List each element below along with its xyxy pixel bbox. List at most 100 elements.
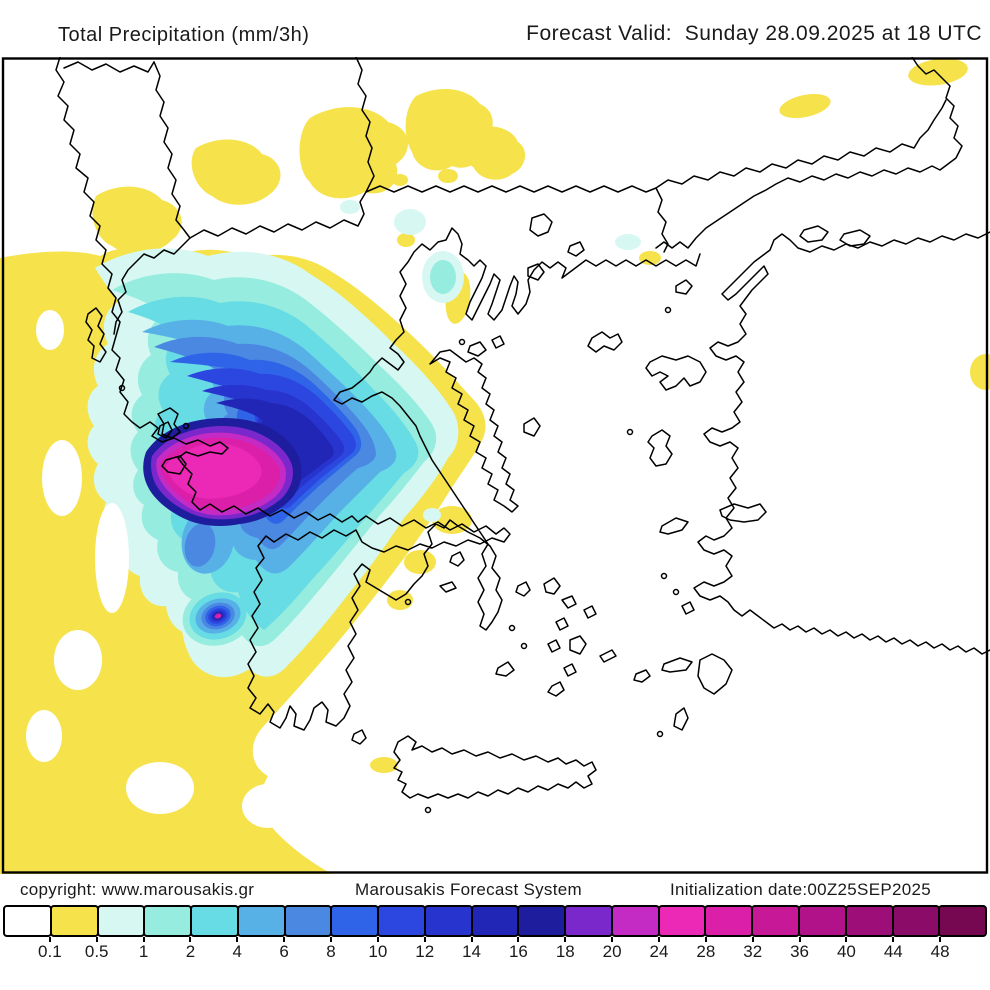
colorbar-cell-12 — [564, 905, 613, 937]
island-imbros — [675, 279, 693, 295]
island-santorini — [547, 681, 565, 697]
colorbar-cell-13 — [610, 905, 660, 937]
colorbar-label-6: 6 — [279, 942, 289, 961]
island-kalymnos — [681, 601, 695, 615]
island-chios — [647, 429, 673, 467]
island-skyros — [523, 417, 541, 437]
colorbar-cell-5 — [236, 905, 286, 937]
colorbar-cell-3 — [143, 905, 193, 937]
island-kythira — [351, 729, 367, 745]
island-samothrace — [567, 241, 585, 257]
colorbar-label-8: 8 — [326, 942, 336, 961]
precip-yellow-holes — [26, 310, 294, 828]
island-kea — [515, 581, 531, 597]
colorbar-cell-0 — [3, 905, 52, 937]
colorbar-cell-17 — [798, 905, 847, 937]
border-macedonia-bulgaria — [355, 56, 375, 193]
island-aegina — [449, 551, 465, 567]
copyright-text: copyright: www.marousakis.gr — [20, 880, 255, 899]
colorbar-cell-6 — [283, 905, 333, 937]
island-tinos — [561, 595, 577, 609]
island-paros — [547, 639, 561, 653]
colorbar-label-20: 20 — [602, 942, 622, 961]
island-thasos — [527, 263, 545, 281]
colorbar-cell-9 — [423, 905, 473, 937]
border-greece-turkey — [655, 187, 669, 253]
island-ios — [563, 663, 577, 677]
island-andros — [543, 577, 561, 595]
colorbar-cell-18 — [844, 905, 894, 937]
lake-uluabat — [799, 225, 829, 243]
island-patmos — [660, 572, 668, 580]
island-kos — [661, 657, 693, 673]
island-zakynthos — [161, 455, 187, 475]
colorbar-label-4: 4 — [232, 942, 243, 961]
precip-south-magenta-dot — [214, 613, 222, 619]
coast-turkey-west — [693, 231, 990, 655]
header: Total Precipitation (mm/3h) Forecast Val… — [0, 0, 990, 57]
island-lesbos — [645, 355, 707, 391]
colorbar-label-36: 36 — [790, 942, 810, 961]
colorbar-label-10: 10 — [368, 942, 388, 961]
map-area — [0, 56, 990, 874]
island-astypalea — [633, 669, 651, 683]
colorbar-cell-14 — [657, 905, 707, 937]
precipitation-map — [0, 56, 990, 874]
colorbar — [3, 905, 988, 937]
forecast-system-text: Marousakis Forecast System — [355, 880, 582, 899]
border-greece-macedonia — [189, 191, 367, 239]
forecast-valid-label: Forecast Valid: Sunday 28.09.2025 at 18 … — [526, 22, 982, 45]
colorbar-label-1: 1 — [138, 942, 149, 961]
island-paxoi — [118, 384, 126, 392]
island-limnos — [587, 331, 623, 353]
colorbar-label-12: 12 — [415, 942, 435, 961]
island-kefalonia — [157, 407, 181, 439]
colorbar-cell-4 — [190, 905, 239, 937]
island-alonissos — [491, 335, 505, 349]
colorbar-label-0.1: 0.1 — [38, 942, 62, 961]
colorbar-cell-1 — [49, 905, 99, 937]
island-samos — [719, 503, 767, 523]
island-crete — [393, 735, 597, 799]
border-bulgaria-turkey — [655, 99, 947, 189]
island-amorgos — [599, 649, 617, 663]
colorbar-ticks — [0, 937, 990, 942]
page-title: Total Precipitation (mm/3h) — [58, 24, 310, 46]
colorbar-labels: 0.1 0.5 1 2 4 6 8 10 12 14 16 18 20 24 28 32 36 40 44 48 — [0, 942, 990, 968]
island-skiathos — [458, 338, 466, 346]
island-gavdos — [424, 806, 432, 814]
island-leros — [672, 588, 680, 596]
colorbar-cell-15 — [704, 905, 754, 937]
island-mykonos — [583, 605, 597, 619]
colorbar-label-16: 16 — [508, 942, 528, 961]
map-frame — [1, 57, 989, 874]
colorbar-label-28: 28 — [696, 942, 716, 961]
coastlines — [55, 56, 990, 814]
colorbar-label-48: 48 — [930, 942, 950, 961]
colorbar-label-0.5: 0.5 — [84, 942, 109, 961]
colorbar-cell-11 — [517, 905, 567, 937]
island-tenedos — [664, 306, 672, 314]
footer: copyright: www.marousakis.gr Marousakis … — [0, 874, 990, 905]
colorbar-label-24: 24 — [649, 942, 669, 961]
colorbar-cell-10 — [470, 905, 520, 937]
colorbar-label-32: 32 — [743, 942, 763, 961]
colorbar-label-14: 14 — [462, 942, 482, 961]
island-lefkada — [157, 421, 173, 439]
colorbar-label-18: 18 — [555, 942, 575, 961]
lake-vistonida — [529, 213, 553, 237]
island-kasos — [656, 730, 664, 738]
white-gap — [95, 503, 129, 613]
colorbar-cell-2 — [96, 905, 146, 937]
island-naxos — [569, 635, 587, 655]
colorbar-label-44: 44 — [883, 942, 903, 961]
island-serifos — [508, 624, 516, 632]
island-rhodes — [697, 653, 733, 695]
island-corfu — [85, 307, 107, 363]
island-spetses — [404, 598, 412, 606]
coast-turkey-north — [655, 56, 963, 249]
island-hydra — [439, 581, 457, 593]
border-top-left — [63, 61, 155, 73]
colorbar-label-40: 40 — [836, 942, 856, 961]
